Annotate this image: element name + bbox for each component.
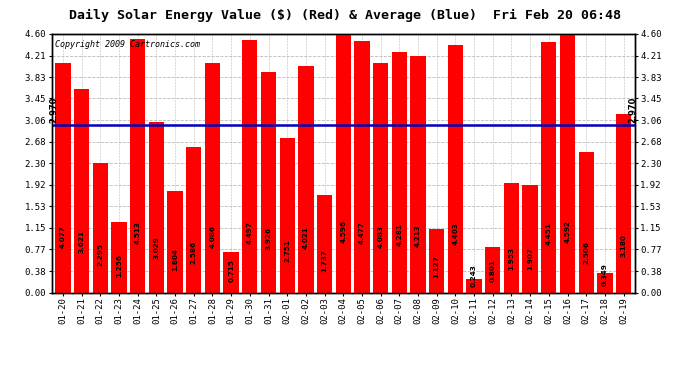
Text: 4.021: 4.021 bbox=[303, 226, 309, 249]
Bar bbox=[298, 66, 313, 292]
Text: 4.083: 4.083 bbox=[377, 225, 384, 248]
Text: 3.029: 3.029 bbox=[153, 236, 159, 259]
Text: 1.804: 1.804 bbox=[172, 249, 178, 272]
Bar bbox=[335, 34, 351, 292]
Text: 4.513: 4.513 bbox=[135, 221, 141, 244]
Bar bbox=[130, 39, 146, 292]
Text: 4.213: 4.213 bbox=[415, 224, 421, 247]
Bar bbox=[186, 147, 201, 292]
Bar bbox=[261, 72, 276, 292]
Text: 2.970: 2.970 bbox=[49, 96, 58, 123]
Bar bbox=[616, 114, 631, 292]
Bar bbox=[149, 122, 164, 292]
Bar bbox=[392, 52, 407, 292]
Bar bbox=[504, 183, 519, 292]
Text: 2.295: 2.295 bbox=[97, 243, 104, 267]
Bar bbox=[111, 222, 127, 292]
Text: 4.451: 4.451 bbox=[546, 222, 552, 245]
Text: 0.243: 0.243 bbox=[471, 264, 477, 287]
Bar bbox=[541, 42, 557, 292]
Text: 3.621: 3.621 bbox=[79, 230, 85, 253]
Bar bbox=[279, 138, 295, 292]
Text: 3.180: 3.180 bbox=[620, 235, 627, 258]
Bar bbox=[168, 191, 183, 292]
Bar bbox=[522, 185, 538, 292]
Bar bbox=[242, 39, 257, 292]
Bar bbox=[578, 152, 594, 292]
Text: 4.086: 4.086 bbox=[210, 225, 215, 248]
Text: 1.953: 1.953 bbox=[509, 247, 515, 270]
Text: 0.349: 0.349 bbox=[602, 263, 608, 286]
Text: Copyright 2009 Cartronics.com: Copyright 2009 Cartronics.com bbox=[55, 40, 199, 49]
Text: 4.281: 4.281 bbox=[396, 224, 402, 246]
Text: 1.737: 1.737 bbox=[322, 249, 328, 272]
Text: 1.907: 1.907 bbox=[527, 248, 533, 270]
Bar bbox=[55, 63, 70, 292]
Bar bbox=[354, 40, 370, 292]
Bar bbox=[205, 63, 220, 292]
Text: 4.403: 4.403 bbox=[453, 222, 458, 245]
Text: 4.077: 4.077 bbox=[60, 226, 66, 248]
Bar bbox=[74, 89, 89, 292]
Bar bbox=[373, 63, 388, 292]
Text: 4.497: 4.497 bbox=[247, 221, 253, 244]
Bar bbox=[92, 164, 108, 292]
Bar bbox=[466, 279, 482, 292]
Bar bbox=[448, 45, 463, 292]
Text: 1.127: 1.127 bbox=[434, 255, 440, 278]
Text: 2.506: 2.506 bbox=[583, 242, 589, 264]
Text: 4.477: 4.477 bbox=[359, 222, 365, 245]
Bar bbox=[598, 273, 613, 292]
Bar bbox=[429, 229, 444, 292]
Bar bbox=[317, 195, 333, 292]
Text: 2.751: 2.751 bbox=[284, 239, 290, 262]
Text: 2.970: 2.970 bbox=[629, 96, 638, 123]
Text: 0.801: 0.801 bbox=[490, 259, 496, 282]
Text: 1.256: 1.256 bbox=[116, 254, 122, 277]
Bar bbox=[560, 34, 575, 292]
Bar bbox=[224, 252, 239, 292]
Text: 4.592: 4.592 bbox=[564, 220, 571, 243]
Text: 0.715: 0.715 bbox=[228, 260, 234, 282]
Text: 4.596: 4.596 bbox=[340, 220, 346, 243]
Text: 2.586: 2.586 bbox=[190, 240, 197, 264]
Text: Daily Solar Energy Value ($) (Red) & Average (Blue)  Fri Feb 20 06:48: Daily Solar Energy Value ($) (Red) & Ave… bbox=[69, 9, 621, 22]
Bar bbox=[485, 248, 500, 292]
Text: 3.926: 3.926 bbox=[266, 227, 272, 250]
Bar bbox=[411, 56, 426, 292]
